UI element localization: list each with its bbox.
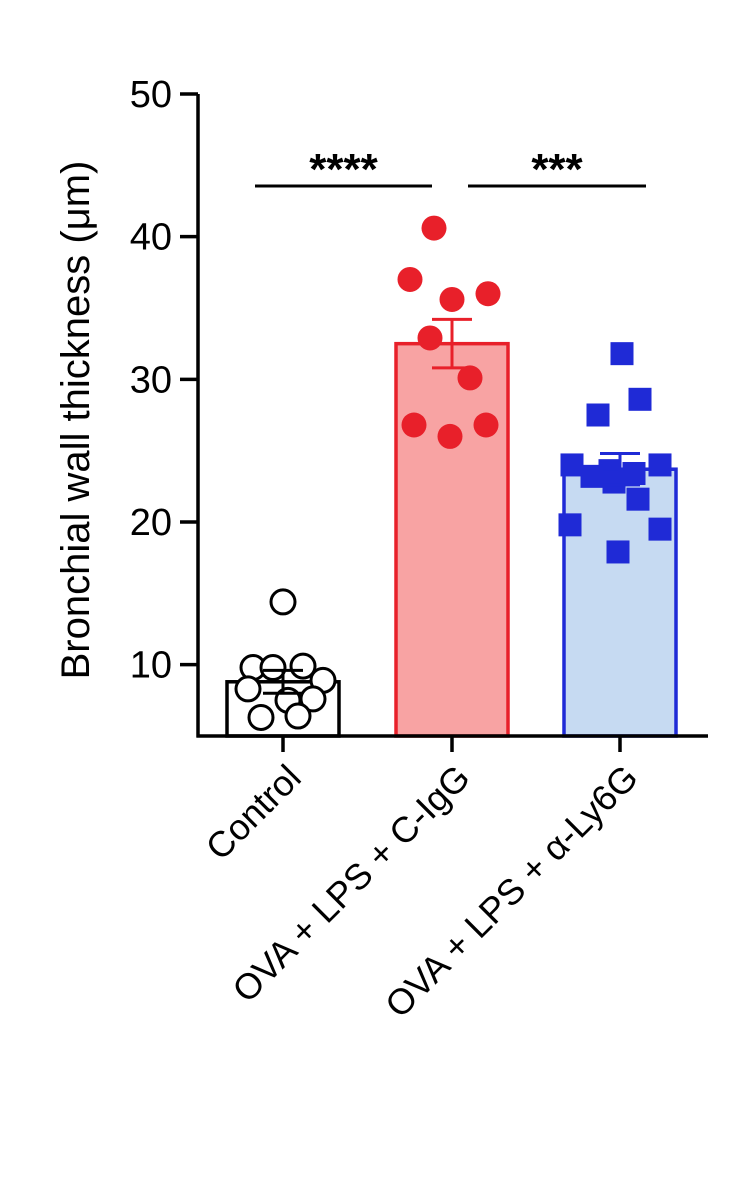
data-point bbox=[417, 325, 443, 351]
data-point bbox=[626, 487, 650, 511]
data-point bbox=[457, 365, 483, 391]
data-point bbox=[648, 517, 672, 541]
data-point bbox=[284, 702, 312, 730]
data-point bbox=[421, 215, 447, 241]
data-point bbox=[475, 281, 501, 307]
data-point bbox=[234, 675, 262, 703]
data-point bbox=[299, 685, 327, 713]
bars-layer bbox=[225, 341, 678, 738]
y-tick-label: 10 bbox=[130, 645, 172, 687]
y-tick-label: 20 bbox=[130, 502, 172, 544]
data-point bbox=[269, 588, 297, 616]
data-point bbox=[586, 403, 610, 427]
data-point bbox=[397, 266, 423, 292]
data-point bbox=[558, 513, 582, 537]
bar-1 bbox=[394, 341, 510, 738]
significance-layer: **** *** bbox=[255, 145, 646, 194]
y-axis-label: Bronchial wall thickness (μm) bbox=[54, 161, 98, 680]
data-point bbox=[247, 703, 275, 731]
data-point bbox=[610, 342, 634, 366]
data-point bbox=[606, 540, 630, 564]
y-tick-label: 50 bbox=[130, 74, 172, 116]
data-point bbox=[437, 423, 463, 449]
data-point bbox=[580, 464, 604, 488]
data-point bbox=[259, 654, 287, 682]
significance-label: **** bbox=[309, 145, 378, 194]
y-tick-label: 30 bbox=[130, 359, 172, 401]
data-point bbox=[648, 453, 672, 477]
errors-layer bbox=[263, 317, 640, 695]
data-point bbox=[439, 286, 465, 312]
data-point bbox=[628, 387, 652, 411]
y-tick-label: 40 bbox=[130, 217, 172, 259]
data-point bbox=[289, 652, 317, 680]
data-point bbox=[622, 461, 646, 485]
bar-2 bbox=[562, 467, 678, 738]
data-point bbox=[560, 453, 584, 477]
significance-label: *** bbox=[531, 145, 583, 194]
data-point bbox=[401, 412, 427, 438]
data-point bbox=[473, 412, 499, 438]
data-point bbox=[602, 470, 626, 494]
x-tick-label: Control bbox=[198, 757, 309, 868]
